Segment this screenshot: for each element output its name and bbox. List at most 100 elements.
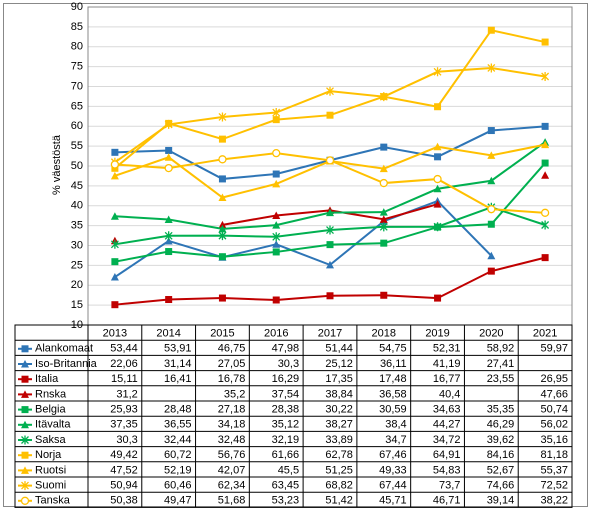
data-point [379, 215, 388, 223]
data-point [487, 251, 496, 260]
data-point [326, 111, 334, 119]
table-value: 17,35 [325, 373, 353, 385]
table-value: 59,97 [540, 343, 568, 355]
legend-marker [21, 481, 29, 491]
table-value: 37,54 [272, 388, 300, 400]
y-tick-label: 25 [71, 259, 83, 271]
legend-marker [21, 375, 29, 383]
table-value: 33,89 [325, 434, 353, 446]
y-tick-label: 40 [71, 200, 83, 212]
table-value: 30,3 [116, 434, 137, 446]
data-point [272, 108, 281, 118]
data-point [272, 240, 281, 248]
data-point [326, 86, 334, 96]
table-value: 52,67 [487, 464, 515, 476]
legend-label: Saksa [35, 434, 66, 446]
table-value: 50,74 [540, 404, 568, 416]
data-point [326, 292, 334, 300]
y-tick-label: 90 [71, 1, 83, 13]
table-value: 46,75 [218, 343, 246, 355]
data-point [434, 103, 442, 111]
table-value: 53,91 [164, 343, 192, 355]
legend-marker [21, 466, 29, 474]
y-tick-label: 80 [71, 41, 83, 53]
y-tick-label: 45 [71, 180, 83, 192]
legend-marker [21, 406, 29, 414]
data-point [111, 258, 119, 266]
data-point [218, 112, 227, 122]
data-point [272, 211, 281, 220]
data-point [379, 164, 388, 173]
x-tick-label: 2013 [103, 328, 127, 340]
data-point [487, 205, 496, 214]
y-tick-label: 65 [71, 100, 83, 112]
x-tick-label: 2016 [264, 328, 288, 340]
x-tick-label: 2020 [479, 328, 503, 340]
legend-label: Belgia [35, 404, 66, 416]
data-point [110, 160, 120, 169]
table-value: 60,46 [164, 480, 192, 492]
table-value: 60,72 [164, 449, 192, 461]
table-value: 67,46 [379, 449, 407, 461]
data-point [541, 254, 549, 262]
data-point [272, 232, 281, 242]
data-point [165, 296, 173, 304]
table-value: 63,45 [272, 480, 300, 492]
legend-label: Rnska [35, 388, 67, 400]
data-point [541, 171, 550, 179]
table-value: 30,22 [325, 404, 353, 416]
table-value: 50,38 [110, 495, 138, 507]
table-value: 58,92 [487, 343, 515, 355]
legend-marker [21, 435, 29, 445]
table-value: 31,14 [164, 358, 192, 370]
data-point [272, 296, 280, 304]
table-value: 35,2 [224, 388, 245, 400]
data-point [487, 63, 496, 73]
data-point [164, 215, 173, 223]
data-point [541, 159, 549, 167]
table-value: 64,91 [433, 449, 461, 461]
data-point [111, 148, 119, 156]
table-value: 28,38 [272, 404, 300, 416]
table-value: 46,71 [433, 495, 461, 507]
data-point [326, 225, 334, 235]
data-point [272, 248, 280, 256]
data-point [272, 170, 280, 178]
table-value: 73,7 [439, 480, 460, 492]
data-point [379, 208, 388, 216]
legend-label: Iso-Britannia [35, 358, 98, 370]
legend-label: Norja [35, 449, 62, 461]
table-value: 45,5 [278, 464, 299, 476]
table-value: 67,44 [379, 480, 407, 492]
table-value: 17,48 [379, 373, 407, 385]
table-value: 52,19 [164, 464, 192, 476]
data-point [433, 184, 442, 193]
table-value: 27,18 [218, 404, 246, 416]
data-point [433, 174, 442, 184]
table-value: 47,52 [110, 464, 138, 476]
legend-label: Tanska [35, 495, 71, 507]
data-point [164, 119, 173, 129]
series-line [114, 199, 493, 278]
table-value: 38,84 [325, 388, 353, 400]
table-value: 47,98 [272, 343, 300, 355]
data-point [326, 241, 334, 249]
table-value: 54,75 [379, 343, 407, 355]
data-point [380, 143, 388, 151]
data-point [541, 38, 549, 46]
data-point [164, 231, 173, 241]
y-tick-label: 60 [71, 120, 83, 132]
table-value: 44,27 [433, 419, 461, 431]
table-value: 31,2 [116, 388, 137, 400]
table-value: 51,42 [325, 495, 353, 507]
table-value: 16,29 [272, 373, 300, 385]
data-point [540, 208, 550, 217]
table-value: 28,48 [164, 404, 192, 416]
y-tick-label: 20 [71, 279, 83, 291]
table-value: 32,48 [218, 434, 246, 446]
data-point [164, 163, 173, 173]
data-point [218, 224, 227, 233]
table-value: 74,66 [487, 480, 515, 492]
table-value: 36,55 [164, 419, 192, 431]
